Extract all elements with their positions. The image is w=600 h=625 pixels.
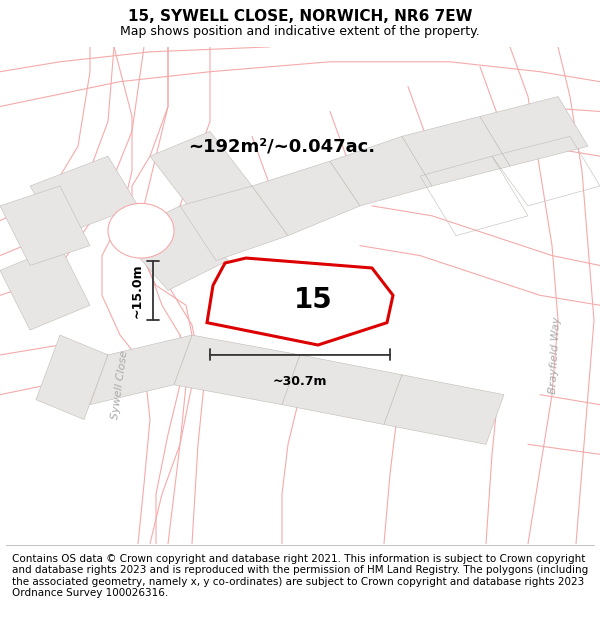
Polygon shape	[0, 246, 90, 330]
Polygon shape	[174, 335, 300, 404]
Wedge shape	[108, 203, 174, 258]
Text: Map shows position and indicative extent of the property.: Map shows position and indicative extent…	[120, 24, 480, 38]
Polygon shape	[402, 116, 510, 186]
Text: ~15.0m: ~15.0m	[131, 263, 144, 318]
Polygon shape	[36, 335, 108, 419]
Polygon shape	[330, 136, 432, 206]
Polygon shape	[282, 355, 402, 424]
Polygon shape	[207, 258, 393, 345]
Polygon shape	[480, 96, 588, 166]
Text: 15: 15	[294, 286, 332, 314]
Polygon shape	[180, 186, 288, 261]
Polygon shape	[30, 156, 138, 236]
Text: 15, SYWELL CLOSE, NORWICH, NR6 7EW: 15, SYWELL CLOSE, NORWICH, NR6 7EW	[128, 9, 472, 24]
Text: Brayfield Way: Brayfield Way	[548, 316, 562, 394]
Text: Contains OS data © Crown copyright and database right 2021. This information is : Contains OS data © Crown copyright and d…	[12, 554, 588, 598]
Polygon shape	[252, 161, 360, 236]
Text: ~192m²/~0.047ac.: ~192m²/~0.047ac.	[188, 138, 376, 155]
Polygon shape	[0, 186, 90, 266]
Text: ~30.7m: ~30.7m	[273, 375, 327, 388]
Polygon shape	[150, 131, 252, 211]
Polygon shape	[90, 335, 192, 404]
Polygon shape	[120, 206, 228, 291]
Polygon shape	[384, 375, 504, 444]
Text: Sywell Close: Sywell Close	[110, 349, 130, 420]
